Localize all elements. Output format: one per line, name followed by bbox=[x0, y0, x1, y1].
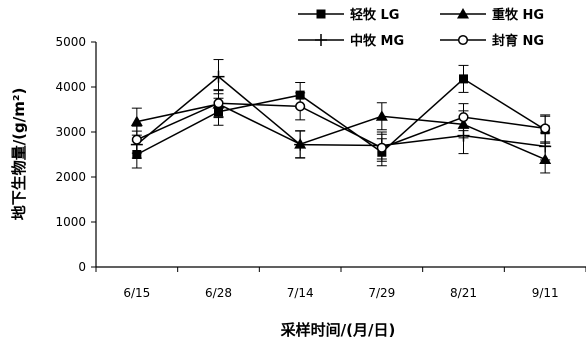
legend-label: 封育 NG bbox=[492, 33, 544, 49]
circle-marker bbox=[295, 101, 306, 112]
y-tick-label: 1000 bbox=[55, 215, 86, 229]
triangle-marker bbox=[375, 110, 388, 121]
series-line bbox=[136, 102, 546, 149]
circle-marker bbox=[213, 98, 224, 109]
square-marker bbox=[459, 74, 468, 84]
legend-entry-4: 封育 NG bbox=[440, 33, 544, 49]
series-1 bbox=[131, 64, 551, 169]
circle-marker bbox=[540, 123, 551, 134]
legend-label: 轻牧 LG bbox=[350, 7, 399, 23]
y-tick-label: 0 bbox=[78, 260, 86, 274]
x-axis-label: 采样时间/(月/日) bbox=[280, 321, 396, 339]
series-2 bbox=[130, 90, 552, 174]
y-tick-label: 5000 bbox=[55, 35, 86, 49]
triangle-marker bbox=[457, 8, 469, 19]
legend-label: 重牧 HG bbox=[492, 7, 544, 23]
legend-entry-2: 重牧 HG bbox=[440, 7, 544, 23]
square-marker bbox=[316, 9, 326, 19]
y-tick-label: 4000 bbox=[55, 80, 86, 94]
series-4 bbox=[131, 89, 551, 162]
x-tick-label: 9/11 bbox=[532, 286, 559, 300]
triangle-marker bbox=[130, 115, 143, 127]
series-layer bbox=[130, 59, 552, 174]
x-tick-label: 7/14 bbox=[287, 286, 314, 300]
legend-entry-1: 轻牧 LG bbox=[298, 7, 399, 23]
series-line bbox=[136, 103, 546, 161]
series-line bbox=[136, 75, 546, 148]
y-axis-label: 地下生物量/(g/m²) bbox=[10, 88, 28, 221]
x-tick-label: 7/29 bbox=[368, 286, 395, 300]
circle-marker bbox=[376, 142, 387, 153]
legend-label: 中牧 MG bbox=[350, 33, 404, 49]
legend: 轻牧 LG 重牧 HG 中牧 MG 封育 NG bbox=[298, 7, 544, 49]
circle-marker bbox=[131, 134, 142, 145]
series-line bbox=[136, 77, 546, 156]
y-tick-label: 3000 bbox=[55, 125, 86, 139]
x-tick-label: 8/21 bbox=[450, 286, 477, 300]
y-tick-label: 2000 bbox=[55, 170, 86, 184]
axes: 0 1000 2000 3000 4000 5000 6/15 6/28 7/14 7/29 8/2… bbox=[55, 35, 586, 300]
x-tick-label: 6/28 bbox=[205, 286, 232, 300]
x-tick-label: 6/15 bbox=[123, 286, 150, 300]
circle-marker bbox=[457, 34, 469, 46]
legend-entry-3: 中牧 MG bbox=[298, 33, 404, 49]
circle-marker bbox=[458, 112, 469, 123]
